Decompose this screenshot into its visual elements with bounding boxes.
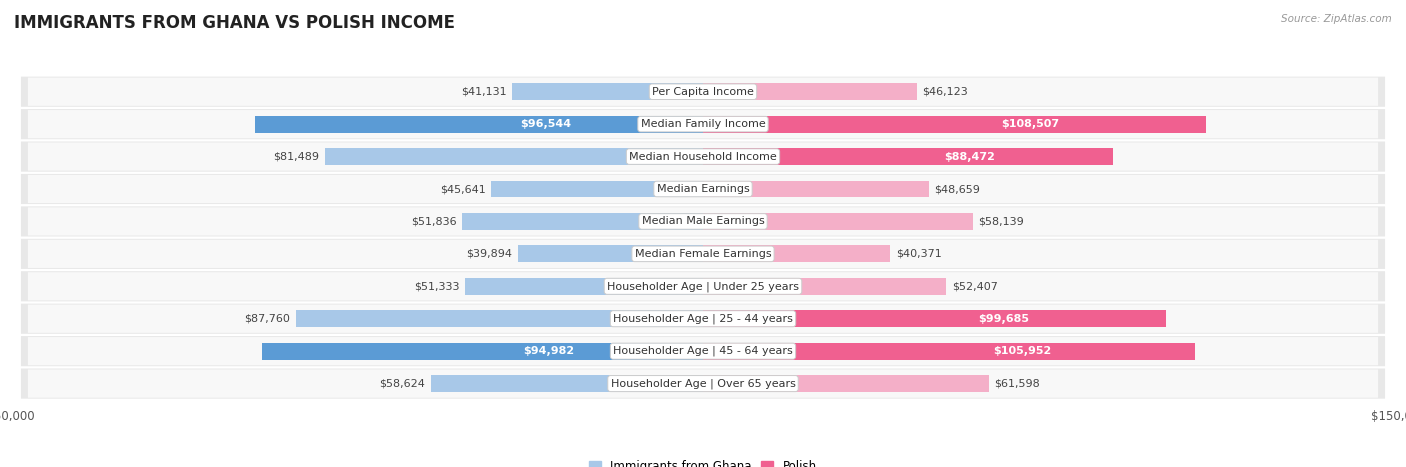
Bar bbox=[703, 83, 917, 100]
FancyBboxPatch shape bbox=[28, 337, 1378, 365]
Text: Median Family Income: Median Family Income bbox=[641, 119, 765, 129]
FancyBboxPatch shape bbox=[21, 109, 1385, 139]
Bar bbox=[703, 181, 929, 198]
FancyBboxPatch shape bbox=[21, 336, 1385, 366]
FancyBboxPatch shape bbox=[28, 240, 1378, 268]
FancyBboxPatch shape bbox=[28, 175, 1378, 203]
Text: Householder Age | Under 25 years: Householder Age | Under 25 years bbox=[607, 281, 799, 291]
FancyBboxPatch shape bbox=[28, 110, 1378, 138]
Text: Median Earnings: Median Earnings bbox=[657, 184, 749, 194]
FancyBboxPatch shape bbox=[21, 174, 1385, 204]
FancyBboxPatch shape bbox=[21, 142, 1385, 172]
Bar bbox=[463, 213, 703, 230]
Bar bbox=[263, 343, 703, 360]
Text: $40,371: $40,371 bbox=[896, 249, 942, 259]
Text: Per Capita Income: Per Capita Income bbox=[652, 87, 754, 97]
Text: $81,489: $81,489 bbox=[273, 152, 319, 162]
Text: $48,659: $48,659 bbox=[935, 184, 980, 194]
Text: $52,407: $52,407 bbox=[952, 281, 998, 291]
Text: $58,139: $58,139 bbox=[979, 216, 1024, 226]
FancyBboxPatch shape bbox=[28, 78, 1378, 106]
Text: $108,507: $108,507 bbox=[1001, 119, 1059, 129]
Legend: Immigrants from Ghana, Polish: Immigrants from Ghana, Polish bbox=[585, 455, 821, 467]
Bar bbox=[325, 148, 703, 165]
Text: IMMIGRANTS FROM GHANA VS POLISH INCOME: IMMIGRANTS FROM GHANA VS POLISH INCOME bbox=[14, 14, 456, 32]
FancyBboxPatch shape bbox=[28, 207, 1378, 235]
Text: Median Female Earnings: Median Female Earnings bbox=[634, 249, 772, 259]
FancyBboxPatch shape bbox=[21, 77, 1385, 107]
FancyBboxPatch shape bbox=[28, 272, 1378, 300]
Bar bbox=[703, 246, 890, 262]
FancyBboxPatch shape bbox=[28, 304, 1378, 333]
Text: $51,836: $51,836 bbox=[412, 216, 457, 226]
Text: Source: ZipAtlas.com: Source: ZipAtlas.com bbox=[1281, 14, 1392, 24]
Bar bbox=[703, 278, 946, 295]
Text: $61,598: $61,598 bbox=[994, 379, 1040, 389]
Bar bbox=[512, 83, 703, 100]
Bar bbox=[703, 116, 1206, 133]
Bar bbox=[465, 278, 703, 295]
Bar bbox=[703, 343, 1195, 360]
Bar bbox=[703, 213, 973, 230]
Bar bbox=[517, 246, 703, 262]
Bar bbox=[703, 148, 1114, 165]
Text: $39,894: $39,894 bbox=[467, 249, 512, 259]
Text: $46,123: $46,123 bbox=[922, 87, 969, 97]
FancyBboxPatch shape bbox=[28, 142, 1378, 170]
Text: $87,760: $87,760 bbox=[245, 314, 290, 324]
FancyBboxPatch shape bbox=[21, 239, 1385, 269]
Bar bbox=[703, 375, 988, 392]
Text: $94,982: $94,982 bbox=[523, 346, 574, 356]
FancyBboxPatch shape bbox=[21, 368, 1385, 399]
Text: Householder Age | 25 - 44 years: Householder Age | 25 - 44 years bbox=[613, 313, 793, 324]
Bar bbox=[703, 310, 1166, 327]
Bar bbox=[295, 310, 703, 327]
Text: Householder Age | 45 - 64 years: Householder Age | 45 - 64 years bbox=[613, 346, 793, 356]
Text: Median Male Earnings: Median Male Earnings bbox=[641, 216, 765, 226]
Text: $58,624: $58,624 bbox=[380, 379, 426, 389]
Text: $88,472: $88,472 bbox=[945, 152, 995, 162]
Text: $41,131: $41,131 bbox=[461, 87, 506, 97]
FancyBboxPatch shape bbox=[21, 206, 1385, 236]
Text: $105,952: $105,952 bbox=[994, 346, 1052, 356]
FancyBboxPatch shape bbox=[28, 369, 1378, 398]
Bar bbox=[491, 181, 703, 198]
Text: $51,333: $51,333 bbox=[413, 281, 460, 291]
Text: $96,544: $96,544 bbox=[520, 119, 572, 129]
Bar bbox=[254, 116, 703, 133]
FancyBboxPatch shape bbox=[21, 304, 1385, 334]
Text: $45,641: $45,641 bbox=[440, 184, 485, 194]
Text: Median Household Income: Median Household Income bbox=[628, 152, 778, 162]
Text: Householder Age | Over 65 years: Householder Age | Over 65 years bbox=[610, 378, 796, 389]
Text: $99,685: $99,685 bbox=[979, 314, 1029, 324]
Bar bbox=[432, 375, 703, 392]
FancyBboxPatch shape bbox=[21, 271, 1385, 301]
